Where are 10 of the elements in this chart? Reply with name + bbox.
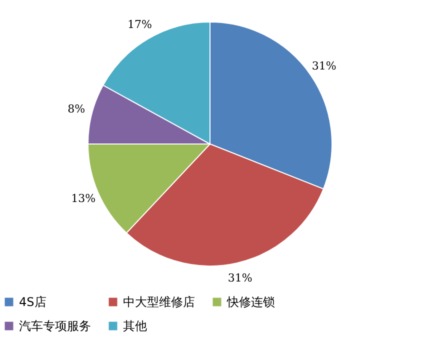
data-label: 13% [71,192,96,205]
data-label: 8% [68,102,86,116]
legend-label: 汽车专项服务 [19,319,91,333]
data-label: 31% [228,272,252,285]
legend-label: 中大型维修店 [123,295,195,309]
legend-label: 4S店 [19,295,46,309]
legend-label: 快修连锁 [226,295,275,309]
legend-label: 其他 [123,319,147,333]
data-label: 17% [128,18,152,32]
data-label: 31% [312,59,336,72]
